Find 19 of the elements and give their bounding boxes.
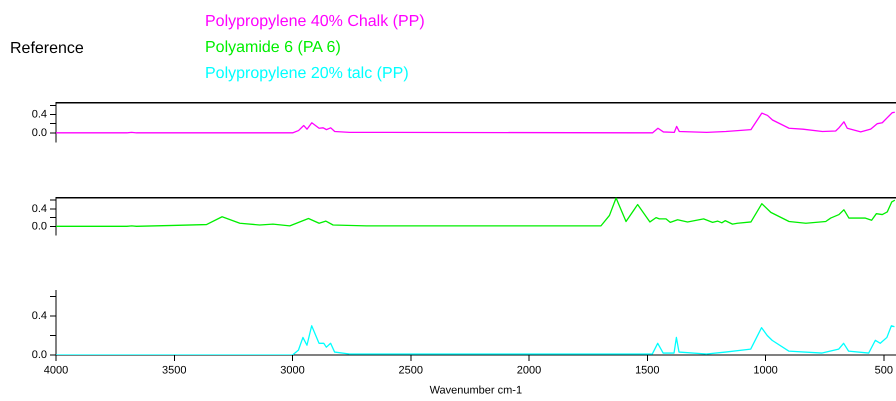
y-tick-label: 0.0	[32, 220, 47, 232]
text: Polypropylene 20% talc (PP)	[205, 65, 409, 83]
x-tick-label: 2000	[516, 364, 542, 377]
x-axis-title: Wavenumber cm-1	[430, 384, 522, 396]
x-tick-label: 3500	[162, 364, 187, 377]
y-tick-label: 0.4	[32, 202, 47, 215]
chart-title: Reference	[10, 40, 84, 58]
text: Polyamide 6 (PA 6)	[205, 39, 341, 57]
y-tick-label: 0.0	[32, 126, 47, 139]
x-tick-label: 1000	[753, 364, 778, 377]
x-tick-label: 3000	[280, 364, 305, 377]
x-tick-label: 2500	[398, 364, 424, 377]
x-tick-label: 1500	[635, 364, 660, 377]
x-tick-label: 4000	[44, 364, 68, 377]
x-tick-label: 500	[874, 364, 894, 377]
text: Polypropylene 40% Chalk (PP)	[205, 13, 425, 31]
y-tick-label: 0.4	[32, 108, 47, 121]
y-tick-label: 0.0	[32, 349, 47, 362]
y-tick-label: 0.4	[32, 310, 47, 322]
